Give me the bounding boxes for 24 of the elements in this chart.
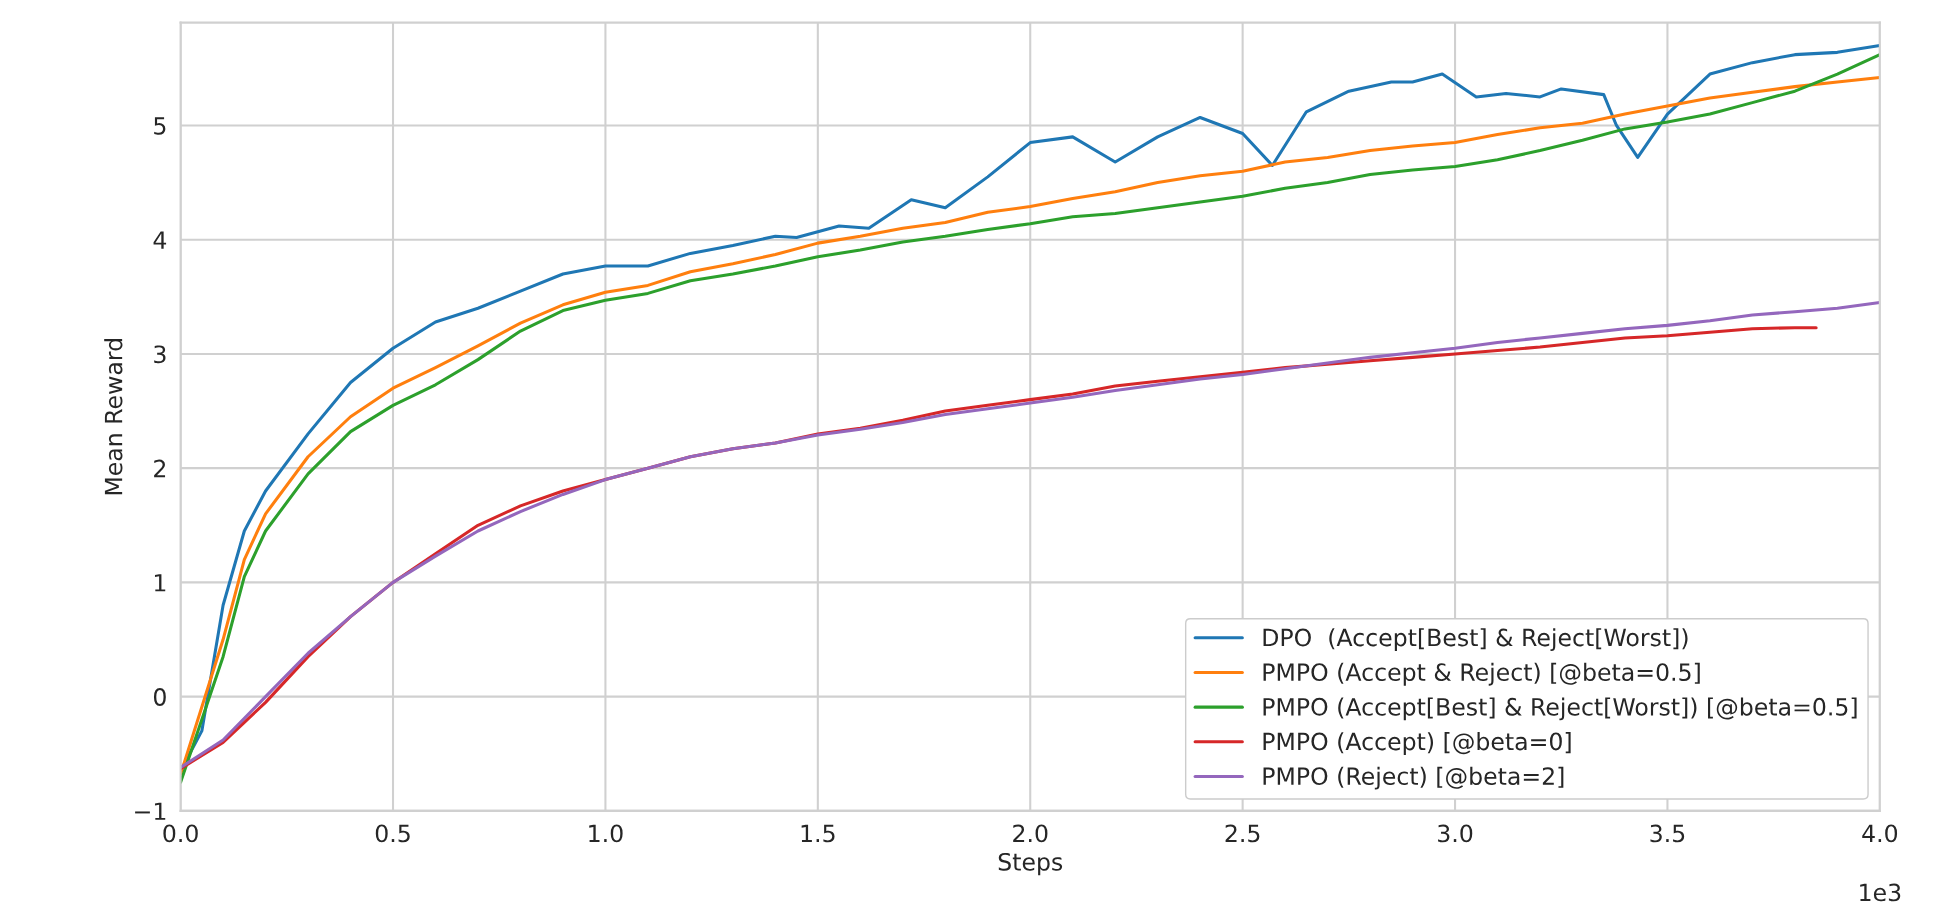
- x-tick-label: 1.5: [801, 824, 835, 843]
- legend-label: PMPO (Accept & Reject) [@beta=0.5]: [1263, 662, 1700, 686]
- y-tick-label: 1: [154, 574, 166, 592]
- y-tick-label: 3: [154, 345, 166, 364]
- x-axis-title: Steps: [998, 852, 1063, 876]
- legend-label: PMPO (Reject) [@beta=2]: [1263, 766, 1564, 790]
- x-tick-label: 0.5: [375, 824, 410, 843]
- y-tick-label: 5: [154, 117, 166, 135]
- x-tick-label: 4.0: [1862, 824, 1898, 843]
- y-tick-label: −1: [135, 802, 166, 820]
- legend-label: DPO (Accept[Best] & Reject[Worst]): [1263, 628, 1688, 651]
- x-tick-label: 2.0: [1013, 824, 1048, 843]
- x-tick-label: 3.5: [1650, 824, 1685, 843]
- y-axis-title: Mean Reward: [104, 339, 123, 495]
- legend-label: PMPO (Accept) [@beta=0]: [1263, 732, 1571, 755]
- x-tick-label: 0.0: [163, 824, 198, 843]
- y-tick-label: 4: [153, 231, 167, 249]
- y-tick-label: 2: [154, 459, 166, 478]
- x-tick-label: 3.0: [1438, 824, 1473, 843]
- x-tick-label: 1.0: [589, 824, 623, 843]
- legend-label: PMPO (Accept[Best] & Reject[Worst]) [@beta=0.5]: [1263, 697, 1857, 721]
- x-tick-label: 2.5: [1225, 824, 1260, 843]
- text: 1e3: [1860, 883, 1901, 902]
- y-tick-label: 0: [153, 688, 166, 706]
